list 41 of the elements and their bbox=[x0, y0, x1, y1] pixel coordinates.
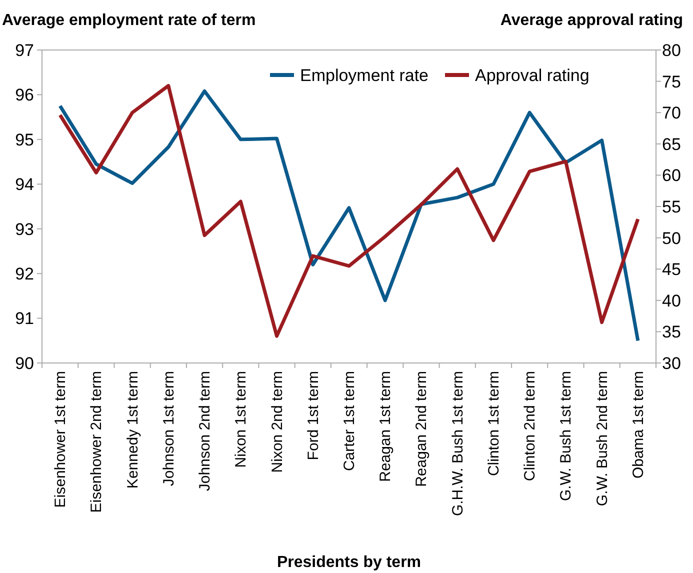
x-tick-label: Nixon 1st term bbox=[232, 371, 250, 468]
x-tick-label: Clinton 2nd term bbox=[522, 371, 539, 482]
y-tick-label: 91 bbox=[15, 309, 34, 328]
legend-label: Approval rating bbox=[475, 66, 590, 85]
y-tick-label: 95 bbox=[15, 130, 34, 150]
y-axis-title: Average employment rate of term bbox=[2, 12, 256, 29]
y2-tick-label: 75 bbox=[662, 72, 681, 92]
y2-tick-label: 30 bbox=[662, 354, 681, 373]
y-tick-label: 94 bbox=[15, 175, 34, 194]
y-tick-label: 93 bbox=[15, 220, 34, 239]
y2-tick-label: 60 bbox=[662, 166, 681, 186]
y2-axis-title: Average approval rating bbox=[500, 12, 683, 29]
x-tick-label: Johnson 2nd term bbox=[196, 371, 214, 492]
x-tick-label: G.W. Bush 1st term bbox=[558, 371, 575, 502]
y-tick-label: 92 bbox=[15, 264, 34, 284]
x-tick-label: Obama 1st term bbox=[630, 371, 647, 479]
x-tick-label: Johnson 1st term bbox=[160, 371, 178, 486]
y2-tick-label: 55 bbox=[662, 197, 681, 216]
y-tick-label: 96 bbox=[15, 86, 34, 105]
y2-tick-label: 50 bbox=[662, 228, 681, 248]
y2-tick-label: 35 bbox=[662, 322, 681, 342]
y2-tick-label: 80 bbox=[662, 40, 681, 60]
x-tick-label: Carter 1st term bbox=[341, 371, 358, 472]
x-tick-label: Nixon 2nd term bbox=[268, 371, 286, 473]
y2-tick-label: 40 bbox=[662, 291, 681, 310]
x-tick-label: Eisenhower 1st term bbox=[52, 371, 70, 508]
y-tick-label: 97 bbox=[15, 40, 34, 60]
x-tick-label: Eisenhower 2nd term bbox=[88, 371, 106, 513]
x-tick-label: Ford 1st term bbox=[304, 371, 322, 460]
x-tick-label: Reagan 1st term bbox=[377, 371, 394, 482]
y-tick-label: 90 bbox=[15, 354, 34, 373]
y2-tick-label: 45 bbox=[662, 260, 681, 280]
x-tick-label: Reagan 2nd term bbox=[413, 371, 430, 487]
x-axis-title: Presidents by term bbox=[276, 554, 422, 571]
x-tick-label: Clinton 1st term bbox=[485, 371, 502, 476]
x-tick-label: G.H.W. Bush 1st term bbox=[449, 371, 466, 516]
y2-tick-label: 70 bbox=[662, 104, 681, 123]
y2-tick-label: 65 bbox=[662, 134, 681, 154]
x-tick-label: G.W. Bush 2nd term bbox=[594, 371, 611, 506]
legend-label: Employment rate bbox=[300, 66, 428, 85]
x-tick-label: Kennedy 1st term bbox=[124, 371, 142, 489]
